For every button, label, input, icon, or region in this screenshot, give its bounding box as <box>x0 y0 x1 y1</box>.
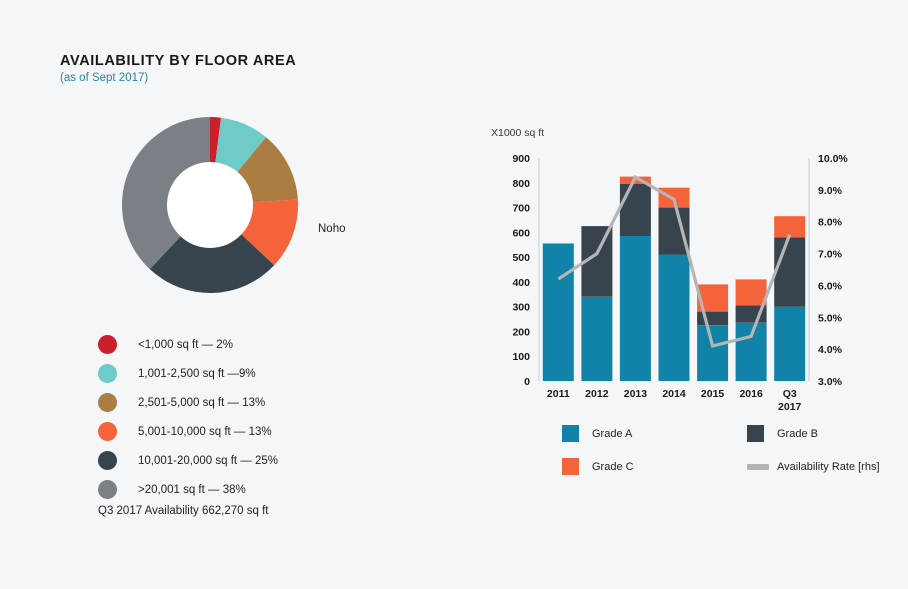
x-axis-tick-label: Q3 <box>783 388 797 400</box>
legend-item-grade-a: Grade A <box>562 425 747 442</box>
availability-footnote: Q3 2017 Availability 662,270 sq ft <box>98 505 269 517</box>
y-axis-left-ticks: 0 100 200 300 400 500 600 700 800 900 <box>512 153 530 388</box>
donut-slice <box>121 117 210 270</box>
x-axis-tick-label: 2013 <box>624 388 648 400</box>
total-availability-chart: 0 100 200 300 400 500 600 700 800 900 3.0% 4.0% 5.0… <box>470 0 908 589</box>
bar-chart-svg: 0 100 200 300 400 500 600 700 800 900 3.0% 4.0% 5.0… <box>512 153 848 413</box>
legend-label-availability-rate: Availability Rate [rhs] <box>777 460 880 473</box>
donut-chart <box>110 105 310 305</box>
left-subtitle: (as of Sept 2017) <box>60 72 149 84</box>
y-axis-left-tick: 900 <box>512 153 530 165</box>
legend-label-grade-b: Grade B <box>777 427 818 440</box>
donut-legend: <1,000 sq ft — 2% 1,001-2,500 sq ft —9% … <box>98 330 278 504</box>
x-axis-tick-label: 2014 <box>662 388 686 400</box>
bar-segment <box>735 279 767 306</box>
bar-segment <box>658 207 690 255</box>
x-axis-tick-label: 2011 <box>547 388 570 400</box>
legend-label-over-20001: >20,001 sq ft — 38% <box>138 483 246 496</box>
list-item: 5,001-10,000 sq ft — 13% <box>98 417 278 446</box>
legend-swatch-10001-20000 <box>98 451 117 470</box>
x-axis-tick-label: 2016 <box>739 388 763 400</box>
bar-segment <box>619 184 651 236</box>
y-axis-left-tick: 400 <box>512 277 530 289</box>
bar-segment <box>619 236 651 381</box>
legend-swatch-2501-5000 <box>98 393 117 412</box>
y-axis-left-tick: 300 <box>512 302 530 314</box>
y-axis-right-tick: 7.0% <box>818 249 843 261</box>
legend-label-1001-2500: 1,001-2,500 sq ft —9% <box>138 367 256 380</box>
legend-swatch-over-20001 <box>98 480 117 499</box>
availability-by-floor-area-panel: AVAILABILITY BY FLOOR AREA (as of Sept 2… <box>60 53 346 517</box>
y-axis-left-tick: 200 <box>512 326 530 338</box>
list-item: 10,001-20,000 sq ft — 25% <box>98 446 278 475</box>
donut-hole <box>167 162 253 248</box>
x-axis-tick-label: 2017 <box>778 401 802 413</box>
bar-segment <box>774 237 806 307</box>
list-item: 1,001-2,500 sq ft —9% <box>98 359 278 388</box>
bar-segment <box>735 322 767 381</box>
y-axis-right-tick: 9.0% <box>818 185 843 197</box>
bar-segment <box>542 243 574 381</box>
legend-swatch-availability-rate <box>747 463 769 470</box>
x-axis-tick-label: 2015 <box>701 388 725 400</box>
bar-segment <box>697 311 729 326</box>
list-item: 2,501-5,000 sq ft — 13% <box>98 388 278 417</box>
legend-swatch-grade-c <box>562 458 579 475</box>
legend-label-grade-c: Grade C <box>592 460 634 473</box>
x-axis-tick-label: 2012 <box>585 388 609 400</box>
list-item: <1,000 sq ft — 2% <box>98 330 278 359</box>
bar-segment <box>658 254 690 381</box>
list-item: >20,001 sq ft — 38% <box>98 475 278 504</box>
y-axis-left-tick: 0 <box>524 376 530 388</box>
noho-annotation-label: Noho <box>318 223 346 235</box>
bar-group <box>542 176 806 382</box>
y-axis-left-tick: 700 <box>512 203 530 215</box>
legend-line-holder <box>747 463 769 470</box>
y-axis-right-tick: 3.0% <box>818 376 843 388</box>
y-axis-right-tick: 5.0% <box>818 312 843 324</box>
bar-segment <box>697 325 729 382</box>
page-title-left: AVAILABILITY BY FLOOR AREA <box>60 53 297 69</box>
legend-item-grade-b: Grade B <box>747 425 908 442</box>
donut-slice <box>149 205 275 294</box>
legend-label-10001-20000: 10,001-20,000 sq ft — 25% <box>138 454 279 467</box>
bar-segment <box>774 306 806 381</box>
legend-swatch-1001-2500 <box>98 364 117 383</box>
y-axis-left-tick: 500 <box>512 252 530 264</box>
legend-item-availability-rate: Availability Rate [rhs] <box>747 458 908 475</box>
y-axis-left-tick: 800 <box>512 178 530 190</box>
y-axis-right-tick: 8.0% <box>818 217 843 229</box>
legend-label-2501-5000: 2,501-5,000 sq ft — 13% <box>138 396 266 409</box>
bar-segment <box>774 216 806 238</box>
legend-swatch-grade-b <box>747 425 764 442</box>
y-axis-right-tick: 6.0% <box>818 280 843 292</box>
bar-segment <box>581 296 613 381</box>
y-axis-unit-label: X1000 sq ft <box>491 127 545 139</box>
availability-rate-line <box>557 174 792 348</box>
y-axis-right-tick: 10.0% <box>818 153 848 165</box>
legend-item-grade-c: Grade C <box>562 458 747 475</box>
bar-chart-legend: Grade A Grade B Grade C Availability Rat… <box>562 425 882 475</box>
legend-swatch-grade-a <box>562 425 579 442</box>
y-axis-right-tick: 4.0% <box>818 344 843 356</box>
legend-label-under-1000: <1,000 sq ft — 2% <box>138 338 233 351</box>
y-axis-right-ticks: 3.0% 4.0% 5.0% 6.0% 7.0% 8.0% 9.0% 10.0% <box>818 153 848 388</box>
legend-label-5001-10000: 5,001-10,000 sq ft — 13% <box>138 425 272 438</box>
y-axis-left-tick: 600 <box>512 227 530 239</box>
donut-chart-svg <box>121 116 299 294</box>
legend-label-grade-a: Grade A <box>592 427 633 440</box>
y-axis-left-tick: 100 <box>512 351 530 363</box>
legend-swatch-under-1000 <box>98 335 117 354</box>
legend-swatch-5001-10000 <box>98 422 117 441</box>
